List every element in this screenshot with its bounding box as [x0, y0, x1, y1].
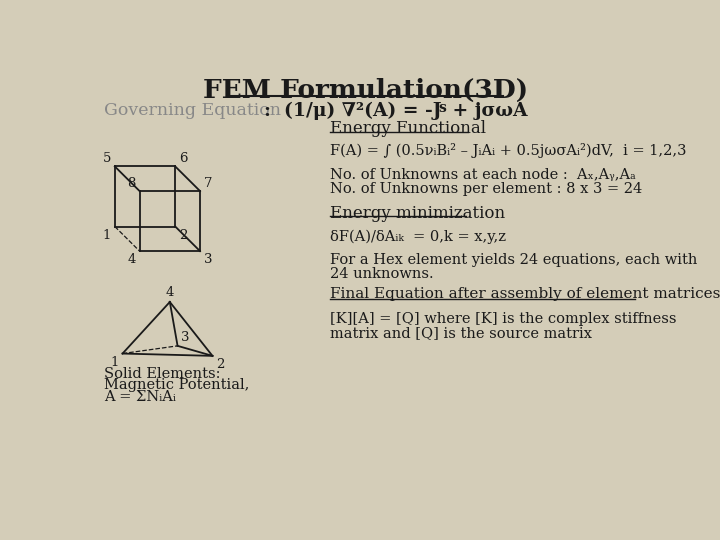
Text: No. of Unknowns at each node :  Aₓ,Aᵧ,Aₐ: No. of Unknowns at each node : Aₓ,Aᵧ,Aₐ: [330, 168, 636, 182]
Text: For a Hex element yields 24 equations, each with: For a Hex element yields 24 equations, e…: [330, 253, 698, 267]
Text: Final Equation after assembly of element matrices: Final Equation after assembly of element…: [330, 287, 720, 301]
Text: :  (1/μ) ∇²(A) = -J: : (1/μ) ∇²(A) = -J: [264, 102, 442, 120]
Text: FEM Formulation(3D): FEM Formulation(3D): [202, 78, 528, 103]
Text: Governing Equation: Governing Equation: [104, 102, 281, 119]
Text: 2: 2: [216, 358, 225, 371]
Text: A = ΣNᵢAᵢ: A = ΣNᵢAᵢ: [104, 390, 176, 404]
Text: 4: 4: [166, 286, 174, 299]
Text: 3: 3: [204, 253, 212, 266]
Text: + jσωA: + jσωA: [446, 102, 528, 120]
Text: 7: 7: [204, 177, 212, 190]
Text: s: s: [438, 101, 446, 115]
Text: δF(A)/δAᵢₖ  = 0,k = x,y,z: δF(A)/δAᵢₖ = 0,k = x,y,z: [330, 230, 506, 244]
Text: 1: 1: [110, 356, 119, 369]
Text: F(A) = ∫ (0.5νᵢBᵢ² – JᵢAᵢ + 0.5jωσAᵢ²)dV,  i = 1,2,3: F(A) = ∫ (0.5νᵢBᵢ² – JᵢAᵢ + 0.5jωσAᵢ²)dV…: [330, 143, 687, 158]
Text: 6: 6: [179, 152, 188, 165]
Text: 3: 3: [181, 332, 190, 345]
Text: matrix and [Q] is the source matrix: matrix and [Q] is the source matrix: [330, 326, 593, 340]
Text: No. of Unknowns per element : 8 x 3 = 24: No. of Unknowns per element : 8 x 3 = 24: [330, 182, 642, 196]
Text: 2: 2: [179, 229, 187, 242]
Text: 4: 4: [127, 253, 136, 266]
Text: Magnetic Potential,: Magnetic Potential,: [104, 378, 249, 392]
Text: 8: 8: [127, 177, 136, 190]
Text: Solid Elements:: Solid Elements:: [104, 367, 220, 381]
Text: Energy minimization: Energy minimization: [330, 205, 505, 222]
Text: Energy Functional: Energy Functional: [330, 120, 486, 137]
Text: 1: 1: [102, 229, 111, 242]
Text: 24 unknowns.: 24 unknowns.: [330, 267, 434, 281]
Text: [K][A] = [Q] where [K] is the complex stiffness: [K][A] = [Q] where [K] is the complex st…: [330, 312, 677, 326]
Text: 5: 5: [102, 152, 111, 165]
